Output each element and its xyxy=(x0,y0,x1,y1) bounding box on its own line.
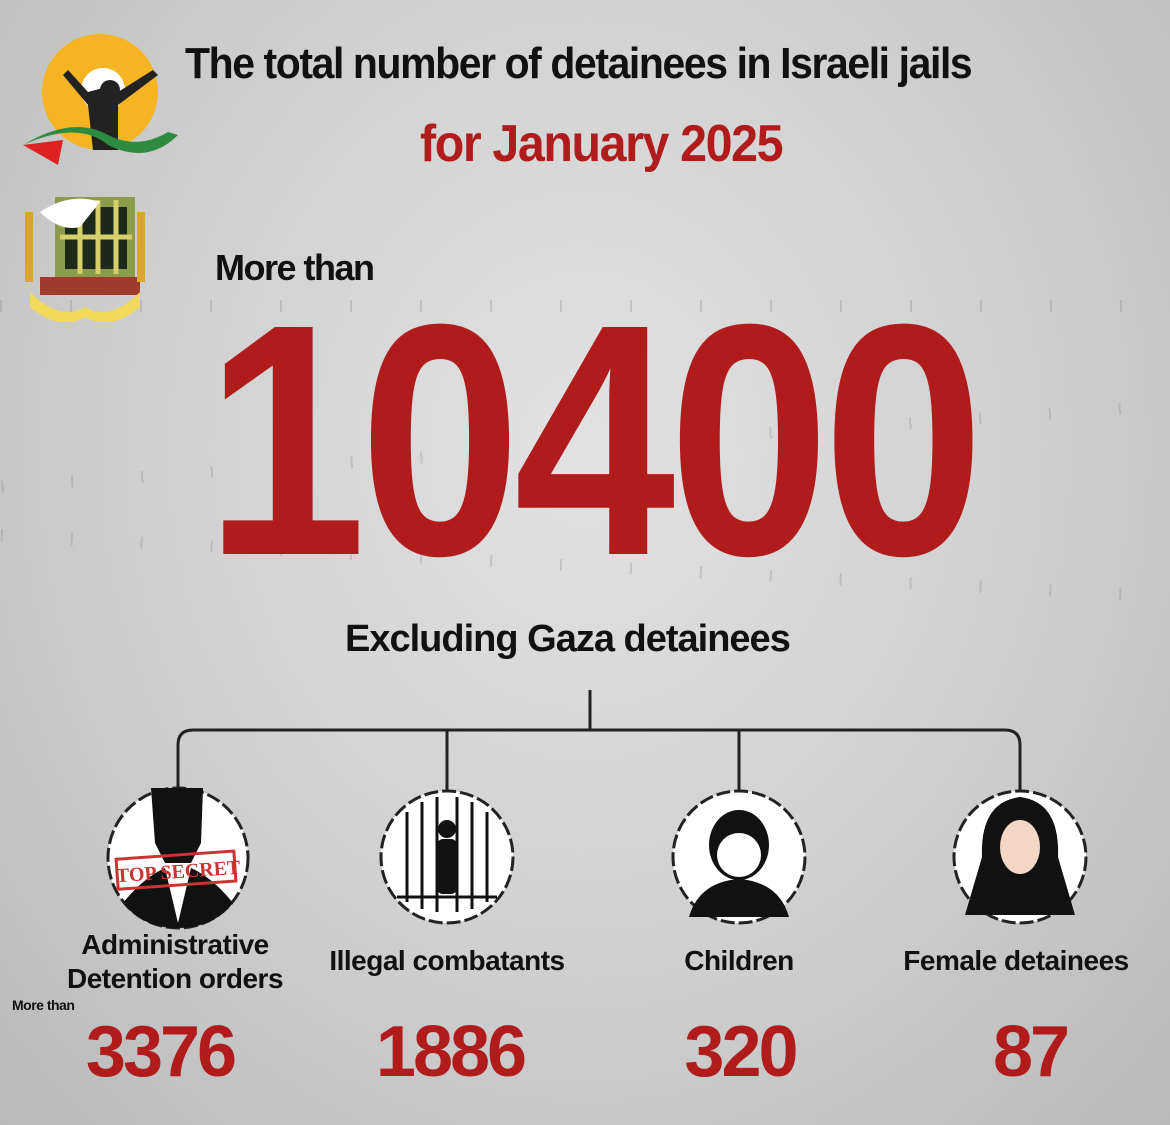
value-illegal-combatants: 1886 xyxy=(375,1012,527,1092)
category-label-children: Children xyxy=(684,945,794,976)
total-number: 10400 xyxy=(205,255,984,624)
label-line: Detention orders xyxy=(66,963,284,994)
top-secret-silhouette-icon: TOP SECRET xyxy=(106,786,250,930)
veiled-woman-icon xyxy=(952,789,1088,925)
category-label-administrative: Administrative Detention orders xyxy=(25,928,325,996)
prisoner-behind-bars-icon xyxy=(379,789,515,925)
page-subtitle: for January 2025 xyxy=(420,115,783,173)
value-female-detainees: 87 xyxy=(992,1012,1070,1092)
label-line: Administrative xyxy=(81,929,269,960)
commission-logo-icon xyxy=(23,34,178,165)
prisoners-club-logo-icon xyxy=(25,197,145,322)
total-prefix: More than xyxy=(215,247,375,288)
page-title: The total number of detainees in Israeli… xyxy=(185,39,973,88)
barbed-wire-decoration xyxy=(0,300,1170,312)
total-note: Excluding Gaza detainees xyxy=(345,618,791,660)
value-administrative: 3376 xyxy=(85,1012,237,1092)
child-icon xyxy=(671,789,807,925)
category-label-illegal-combatants: Illegal combatants xyxy=(329,945,565,976)
category-label-female-detainees: Female detainees xyxy=(903,945,1129,976)
administrative-prefix: More than xyxy=(12,997,75,1013)
value-children: 320 xyxy=(684,1012,798,1092)
